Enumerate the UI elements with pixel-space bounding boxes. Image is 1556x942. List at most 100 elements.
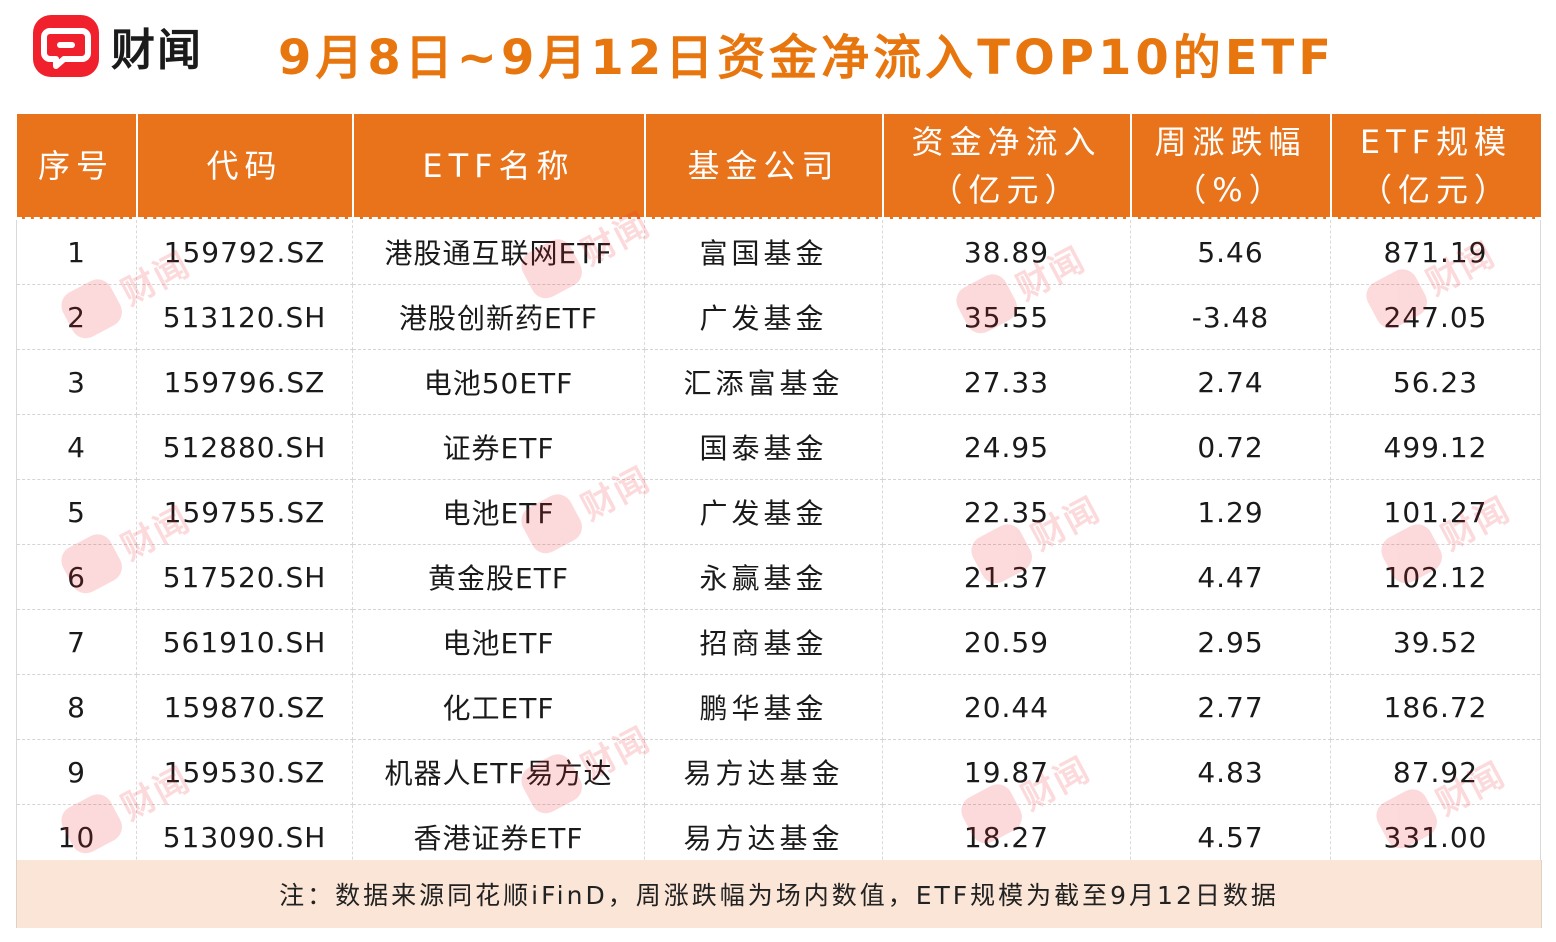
etf-name-cell: 香港证券ETF [352,804,645,870]
rank-cell: 2 [16,284,137,350]
table-body: 1 159792.SZ 港股通互联网ETF 富国基金 38.89 5.46 871.19 2 5… [16,218,1541,870]
column-header-label: 周涨跌幅 [1154,122,1307,161]
weekly-change-cell: 2.95 [1130,609,1331,675]
column-header: 基金公司 [644,114,884,220]
net-inflow-cell: 20.59 [882,609,1131,675]
table-row: 4 512880.SH 证券ETF 国泰基金 24.95 0.72 499.12 [16,414,1541,480]
code-cell: 517520.SH [136,544,353,610]
etf-scale-cell: 56.23 [1330,349,1541,415]
etf-table-container: 序号 代码 ETF名称 基金公司 资金净流入 （亿元） 周涨跌幅 （%） ETF规模 （亿元） 1… [16,114,1541,870]
column-header-label: ETF名称 [422,146,575,185]
column-header: 资金净流入 （亿元） [882,114,1132,220]
rank-cell: 10 [16,804,137,870]
etf-name-cell: 电池ETF [352,609,645,675]
header: 财闻 9月8日~9月12日资金净流入TOP10的ETF [0,0,1556,108]
column-header: 代码 [136,114,354,220]
fund-company-cell: 永赢基金 [644,544,883,610]
column-header-unit: （%） [1174,170,1287,209]
rank-cell: 7 [16,609,137,675]
net-inflow-cell: 27.33 [882,349,1131,415]
net-inflow-cell: 21.37 [882,544,1131,610]
weekly-change-cell: 4.57 [1130,804,1331,870]
table-row: 7 561910.SH 电池ETF 招商基金 20.59 2.95 39.52 [16,609,1541,675]
etf-name-cell: 证券ETF [352,414,645,480]
etf-name-cell: 黄金股ETF [352,544,645,610]
code-cell: 159796.SZ [136,349,353,415]
etf-scale-cell: 101.27 [1330,479,1541,545]
table-row: 1 159792.SZ 港股通互联网ETF 富国基金 38.89 5.46 871.19 [16,218,1541,285]
fund-company-cell: 国泰基金 [644,414,883,480]
table-row: 5 159755.SZ 电池ETF 广发基金 22.35 1.29 101.27 [16,479,1541,545]
fund-company-cell: 广发基金 [644,479,883,545]
rank-cell: 9 [16,739,137,805]
weekly-change-cell: 4.47 [1130,544,1331,610]
fund-company-cell: 汇添富基金 [644,349,883,415]
rank-cell: 3 [16,349,137,415]
fund-company-cell: 招商基金 [644,609,883,675]
code-cell: 159530.SZ [136,739,353,805]
column-header: ETF规模 （亿元） [1330,114,1541,220]
weekly-change-cell: 4.83 [1130,739,1331,805]
etf-name-cell: 机器人ETF易方达 [352,739,645,805]
code-cell: 159870.SZ [136,674,353,740]
weekly-change-cell: 2.77 [1130,674,1331,740]
weekly-change-cell: 1.29 [1130,479,1331,545]
column-header-label: 基金公司 [687,146,840,185]
rank-cell: 6 [16,544,137,610]
etf-name-cell: 化工ETF [352,674,645,740]
code-cell: 159755.SZ [136,479,353,545]
etf-name-cell: 港股创新药ETF [352,284,645,350]
column-header-label: ETF规模 [1359,122,1513,161]
etf-scale-cell: 871.19 [1330,218,1541,285]
net-inflow-cell: 18.27 [882,804,1131,870]
weekly-change-cell: 2.74 [1130,349,1331,415]
etf-name-cell: 港股通互联网ETF [352,218,645,285]
column-header-label: 资金净流入 [911,122,1102,161]
rank-cell: 1 [16,218,137,285]
column-header: 周涨跌幅 （%） [1130,114,1332,220]
column-header-unit: （亿元） [1359,170,1512,209]
column-header-unit: （亿元） [930,170,1083,209]
net-inflow-cell: 19.87 [882,739,1131,805]
column-header: 序号 [16,114,138,220]
chat-bubble-logo-icon [33,15,99,77]
code-cell: 513120.SH [136,284,353,350]
net-inflow-cell: 35.55 [882,284,1131,350]
net-inflow-cell: 24.95 [882,414,1131,480]
column-header-label: 代码 [206,146,283,185]
weekly-change-cell: -3.48 [1130,284,1331,350]
code-cell: 512880.SH [136,414,353,480]
weekly-change-cell: 0.72 [1130,414,1331,480]
etf-scale-cell: 102.12 [1330,544,1541,610]
etf-name-cell: 电池ETF [352,479,645,545]
rank-cell: 5 [16,479,137,545]
table-row: 10 513090.SH 香港证券ETF 易方达基金 18.27 4.57 331.00 [16,804,1541,870]
page-title: 9月8日~9月12日资金净流入TOP10的ETF [278,30,1336,86]
rank-cell: 8 [16,674,137,740]
rank-cell: 4 [16,414,137,480]
fund-company-cell: 富国基金 [644,218,883,285]
code-cell: 513090.SH [136,804,353,870]
etf-scale-cell: 247.05 [1330,284,1541,350]
etf-scale-cell: 87.92 [1330,739,1541,805]
table-row: 3 159796.SZ 电池50ETF 汇添富基金 27.33 2.74 56.23 [16,349,1541,415]
etf-scale-cell: 499.12 [1330,414,1541,480]
net-inflow-cell: 38.89 [882,218,1131,285]
etf-scale-cell: 186.72 [1330,674,1541,740]
fund-company-cell: 易方达基金 [644,804,883,870]
table-row: 8 159870.SZ 化工ETF 鹏华基金 20.44 2.77 186.72 [16,674,1541,740]
weekly-change-cell: 5.46 [1130,218,1331,285]
net-inflow-cell: 20.44 [882,674,1131,740]
net-inflow-cell: 22.35 [882,479,1131,545]
code-cell: 561910.SH [136,609,353,675]
data-source-note: 注：数据来源同花顺iFinD，周涨跌幅为场内数值，ETF规模为截至9月12日数据 [16,860,1542,928]
code-cell: 159792.SZ [136,218,353,285]
brand-name: 财闻 [111,25,203,76]
etf-name-cell: 电池50ETF [352,349,645,415]
column-header-label: 序号 [37,146,114,185]
etf-scale-cell: 39.52 [1330,609,1541,675]
table-header-row: 序号 代码 ETF名称 基金公司 资金净流入 （亿元） 周涨跌幅 （%） ETF规模 （亿元） [16,114,1541,220]
brand-logo: 财闻 [33,14,203,78]
fund-company-cell: 鹏华基金 [644,674,883,740]
